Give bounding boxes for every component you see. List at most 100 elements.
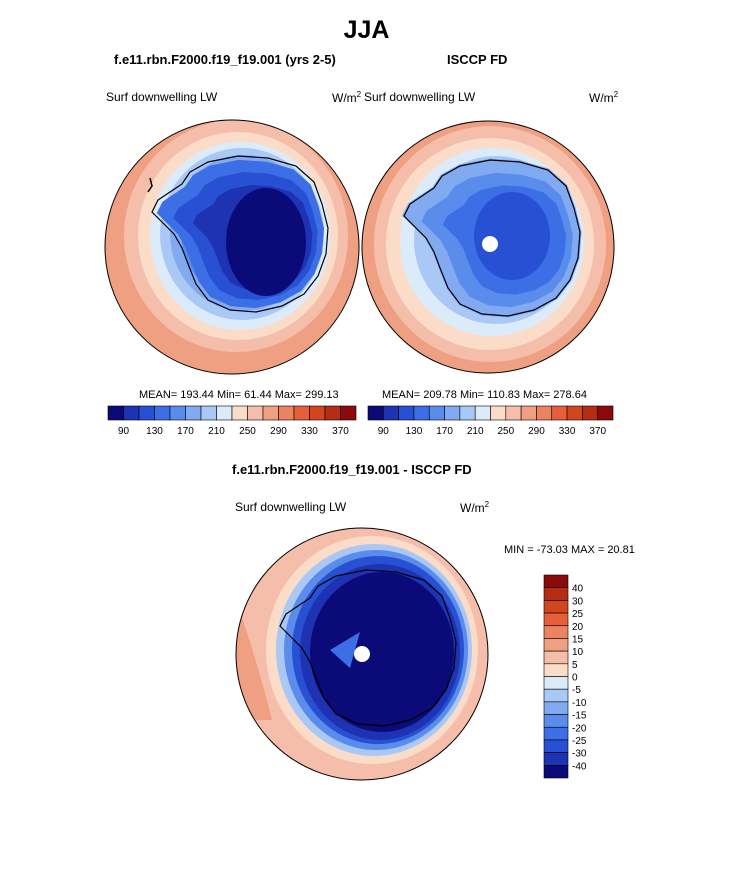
- diff-colorbar-tick-label: -25: [572, 736, 587, 747]
- obs-colorbar-swatch: [520, 405, 537, 421]
- obs-colorbar-swatch: [459, 405, 476, 421]
- diff-colorbar-swatch: [543, 638, 569, 652]
- diff-interior-patch: [330, 632, 360, 668]
- diff-colorbar-tick-label: 25: [572, 609, 584, 620]
- model-colorbar-swatch: [231, 405, 248, 421]
- diff-warm-patch: [236, 600, 272, 720]
- diff-pole-mask: [354, 646, 370, 662]
- obs-colorbar-swatch: [566, 405, 583, 421]
- diff-colorbar-tick-label: -20: [572, 723, 587, 734]
- model-colorbar-tick-label: 170: [177, 426, 194, 437]
- obs-colorbar-tick-label: 90: [378, 426, 390, 437]
- model-colorbar-tick-label: 210: [208, 426, 225, 437]
- obs-colorbar-swatch: [536, 405, 553, 421]
- model-colorbar-tick-label: 90: [118, 426, 130, 437]
- obs-colorbar-swatch: [428, 405, 445, 421]
- diff-stats: MIN = -73.03 MAX = 20.81: [504, 544, 635, 556]
- model-units-label: W/m2: [332, 90, 362, 105]
- model-colorbar-swatch: [216, 405, 233, 421]
- diff-colorbar-tick-label: 15: [572, 634, 584, 645]
- diff-colorbar-swatch: [543, 676, 569, 690]
- diff-panel-title: f.e11.rbn.F2000.f19_f19.001 - ISCCP FD: [232, 462, 472, 477]
- model-colorbar-tick-label: 330: [301, 426, 318, 437]
- diff-map-border: [235, 527, 489, 781]
- diff-colorbar-swatch: [543, 688, 569, 703]
- obs-colorbar-swatch: [490, 405, 507, 421]
- obs-colorbar-swatch: [413, 405, 430, 421]
- obs-stats: MEAN= 209.78 Min= 110.83 Max= 278.64: [382, 389, 587, 401]
- diff-colorbar-swatch: [543, 612, 569, 627]
- model-colorbar-tick-label: 370: [332, 426, 349, 437]
- diff-variable-label: Surf downwelling LW: [235, 500, 347, 514]
- diff-core-cold: [310, 572, 454, 732]
- diff-colorbar-swatch: [543, 739, 569, 753]
- obs-colorbar-tick-label: 130: [406, 426, 423, 437]
- model-colorbar-tick-label: 250: [239, 426, 256, 437]
- model-colorbar-swatch: [293, 405, 310, 421]
- model-colorbar-tick-label: 290: [270, 426, 287, 437]
- model-variable-label: Surf downwelling LW: [106, 90, 218, 104]
- diff-colorbar-swatch: [543, 714, 569, 728]
- obs-panel-title: ISCCP FD: [447, 52, 508, 67]
- obs-colorbar-tick-label: 290: [528, 426, 545, 437]
- diff-colorbar-tick-label: 5: [572, 660, 578, 671]
- diff-colorbar-tick-label: 0: [572, 673, 578, 684]
- diff-colorbar-tick-label: 20: [572, 622, 584, 633]
- diff-colorbar-swatch: [543, 726, 569, 741]
- model-colorbar-swatch: [247, 405, 264, 421]
- obs-colorbar-swatch: [582, 405, 598, 421]
- model-core-cold: [226, 188, 306, 296]
- model-colorbar-swatch: [154, 405, 171, 421]
- obs-colorbar-swatch: [444, 405, 461, 421]
- model-colorbar-swatch: [107, 405, 124, 421]
- diff-map: [235, 527, 489, 781]
- model-map: [104, 119, 360, 375]
- model-stats: MEAN= 193.44 Min= 61.44 Max= 299.13: [139, 389, 339, 401]
- diff-colorbar-swatch: [543, 600, 569, 614]
- obs-core-cold: [474, 192, 550, 280]
- model-colorbar-swatch: [200, 405, 217, 421]
- obs-colorbar-tick-label: 170: [436, 426, 453, 437]
- model-colorbar-swatch: [309, 405, 326, 421]
- diff-colorbar-swatch: [543, 701, 569, 715]
- model-colorbar-swatch: [340, 405, 357, 421]
- diff-colorbar-swatch: [543, 587, 569, 601]
- diff-colorbar-tick-label: -40: [572, 761, 587, 772]
- model-colorbar-swatch: [262, 405, 279, 421]
- obs-colorbar-swatch: [505, 405, 522, 421]
- obs-map: [361, 120, 615, 374]
- diff-colorbar-tick-label: -30: [572, 749, 587, 760]
- diff-colorbar-tick-label: -5: [572, 685, 581, 696]
- obs-pole-mask: [482, 236, 498, 252]
- obs-units-label: W/m2: [589, 90, 619, 105]
- model-map-border: [104, 119, 360, 375]
- obs-colorbar-tick-label: 370: [589, 426, 606, 437]
- obs-colorbar-swatch: [398, 405, 415, 421]
- diff-units-label: W/m2: [460, 500, 490, 515]
- model-colorbar-swatch: [324, 405, 341, 421]
- obs-colorbar-tick-label: 330: [559, 426, 576, 437]
- obs-colorbar-swatch: [597, 405, 614, 421]
- obs-colorbar-tick-label: 210: [467, 426, 484, 437]
- figure-title: JJA: [343, 16, 390, 44]
- diff-colorbar-swatch: [543, 752, 569, 766]
- diff-colorbar-swatch: [543, 574, 569, 588]
- diff-colorbar-swatch: [543, 625, 569, 639]
- model-colorbar-swatch: [123, 405, 140, 421]
- model-peninsula-islands: [147, 177, 153, 193]
- obs-colorbar-swatch: [367, 405, 384, 421]
- model-colorbar: 90 130 170 210 250 290 330 370: [107, 405, 357, 437]
- diff-colorbar-tick-label: -15: [572, 711, 587, 722]
- model-panel-title: f.e11.rbn.F2000.f19_f19.001 (yrs 2-5): [114, 52, 336, 67]
- obs-variable-label: Surf downwelling LW: [364, 90, 476, 104]
- diff-colorbar-swatch: [543, 650, 569, 665]
- model-colorbar-swatch: [138, 405, 155, 421]
- model-colorbar-tick-label: 130: [146, 426, 163, 437]
- diff-colorbar-tick-label: -10: [572, 698, 587, 709]
- obs-colorbar-swatch: [383, 405, 399, 421]
- obs-colorbar: 90 130 170 210 250 290 330 370: [367, 405, 614, 437]
- diff-colorbar-tick-label: 30: [572, 596, 584, 607]
- obs-colorbar-swatch: [474, 405, 491, 421]
- obs-colorbar-swatch: [551, 405, 568, 421]
